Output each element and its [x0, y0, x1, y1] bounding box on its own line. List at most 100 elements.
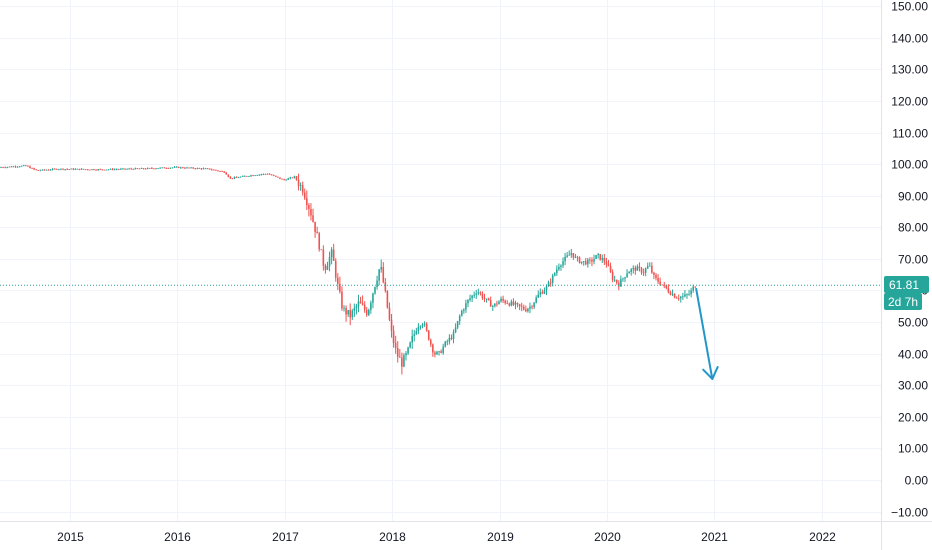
candle-series	[0, 164, 697, 375]
candle-body	[126, 168, 128, 170]
candle-body	[76, 168, 79, 170]
y-axis-ticks[interactable]: 150.00 140.00 130.00 120.00 110.00 100.00 90.0…	[891, 0, 928, 520]
candle-body	[324, 265, 327, 270]
candle-body	[508, 303, 511, 306]
candle-body	[188, 167, 190, 169]
candle-body	[312, 215, 314, 222]
candle-body	[107, 169, 110, 171]
candle-body	[642, 272, 645, 274]
candle-body	[463, 309, 465, 311]
candle-body	[653, 272, 655, 275]
candle-body	[320, 249, 323, 251]
candle-body	[365, 309, 368, 315]
candle-body	[688, 294, 690, 295]
candle-body	[409, 342, 411, 348]
candle-body	[566, 255, 568, 257]
candle-body	[291, 177, 294, 179]
candle-body	[665, 284, 668, 289]
x-tick-label: 2018	[379, 530, 406, 544]
candle-body	[620, 279, 622, 287]
grid-lines	[0, 0, 881, 521]
candle-body	[56, 168, 58, 170]
candle-body	[368, 309, 370, 315]
candle-body	[512, 301, 515, 305]
candle-body	[516, 302, 519, 305]
candle-body	[192, 167, 194, 169]
candle-body	[134, 168, 137, 170]
countdown-badge: 2d 7h	[884, 293, 922, 310]
candle-body	[120, 168, 122, 170]
candle-body	[405, 353, 407, 356]
candle-body	[272, 175, 275, 177]
candle-body	[345, 307, 347, 315]
candle-body	[151, 168, 153, 169]
candle-body	[221, 171, 223, 172]
candle-body	[235, 177, 238, 178]
candle-body	[667, 288, 670, 293]
candle-body	[394, 343, 397, 349]
x-axis-ticks[interactable]: 2015 2016 2017 2018 2019 2020 2021 2022	[57, 530, 836, 544]
candle-body	[31, 168, 33, 169]
candle-body	[27, 165, 29, 167]
candle-body	[2, 167, 4, 169]
candle-body	[219, 171, 221, 172]
arrow-shaft	[695, 287, 714, 380]
candle-body	[115, 169, 118, 171]
candle-body	[446, 341, 449, 343]
candle-body	[603, 257, 606, 262]
candle-body	[556, 269, 558, 274]
candle-body	[423, 323, 426, 325]
candle-body	[475, 293, 478, 295]
candle-body	[157, 168, 159, 170]
candle-body	[210, 169, 213, 171]
candle-body	[103, 169, 106, 171]
y-tick-label: 80.00	[898, 221, 928, 235]
candle-body	[99, 169, 102, 171]
candle-body	[392, 330, 395, 344]
candle-body	[644, 268, 647, 273]
candle-body	[229, 176, 232, 179]
candle-body	[200, 168, 203, 170]
candle-body	[105, 169, 108, 171]
candle-body	[374, 287, 376, 294]
candle-body	[624, 277, 626, 279]
candle-body	[206, 168, 209, 170]
candle-body	[165, 168, 168, 169]
candle-body	[33, 168, 35, 170]
candle-body	[357, 301, 360, 307]
candle-body	[673, 293, 676, 298]
candle-body	[223, 171, 225, 173]
candle-body	[587, 259, 589, 265]
candle-body	[330, 249, 333, 258]
candle-body	[611, 271, 614, 280]
candle-body	[655, 274, 657, 278]
candle-body	[142, 168, 145, 169]
candle-body	[20, 165, 23, 167]
candle-body	[184, 167, 186, 169]
x-tick-label: 2017	[272, 530, 299, 544]
candle-body	[62, 168, 64, 170]
candle-body	[398, 356, 401, 358]
candle-body	[91, 169, 93, 171]
candle-body	[217, 170, 219, 172]
x-tick-label: 2021	[701, 530, 728, 544]
candle-body	[549, 282, 552, 284]
candle-body	[130, 168, 132, 170]
candle-body	[477, 292, 480, 294]
candle-body	[553, 273, 556, 276]
candle-body	[359, 301, 362, 304]
candle-body	[634, 267, 637, 271]
candle-body	[630, 269, 633, 272]
candle-body	[582, 261, 585, 262]
candle-body	[485, 298, 488, 300]
candle-body	[570, 253, 573, 255]
candle-body	[337, 277, 339, 284]
candle-body	[289, 177, 292, 179]
candle-body	[483, 298, 486, 299]
candle-body	[401, 357, 403, 367]
candle-body	[537, 294, 540, 298]
candle-body	[306, 198, 308, 206]
candle-body	[260, 174, 263, 176]
candle-body	[669, 292, 672, 295]
